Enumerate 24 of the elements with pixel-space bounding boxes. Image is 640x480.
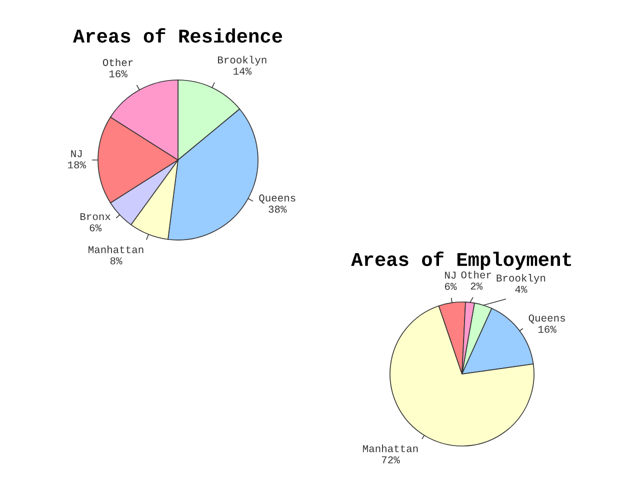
- slice-label: Other: [102, 58, 133, 66]
- chart-title: Areas of Employment: [351, 252, 571, 270]
- chart-title: Areas of Residence: [72, 28, 282, 43]
- data-label: 14%: [234, 68, 252, 75]
- slice-label: Brooklyn: [218, 56, 266, 66]
- slice-label: Bronx: [80, 213, 110, 220]
- slice-label: NJ: [71, 150, 82, 158]
- slice-label: Queens: [259, 194, 296, 204]
- data-label: 18%: [68, 161, 86, 168]
- data-label: 16%: [109, 70, 128, 78]
- data-label: 2%: [470, 282, 483, 290]
- slice-label: Other: [461, 270, 492, 278]
- slice-label: Queens: [528, 314, 565, 324]
- data-label: 8%: [110, 257, 122, 264]
- slice-label: Manhattan: [363, 444, 418, 452]
- slice-label: Manhattan: [88, 246, 144, 254]
- data-label: 6%: [90, 224, 102, 232]
- data-label: 6%: [444, 282, 457, 290]
- data-label: 16%: [538, 326, 556, 333]
- data-label: 4%: [515, 286, 528, 293]
- data-label: 38%: [268, 206, 287, 213]
- slice-label: Brooklyn: [496, 274, 546, 284]
- slice-label: NJ: [445, 272, 456, 279]
- data-label: 72%: [382, 456, 400, 464]
